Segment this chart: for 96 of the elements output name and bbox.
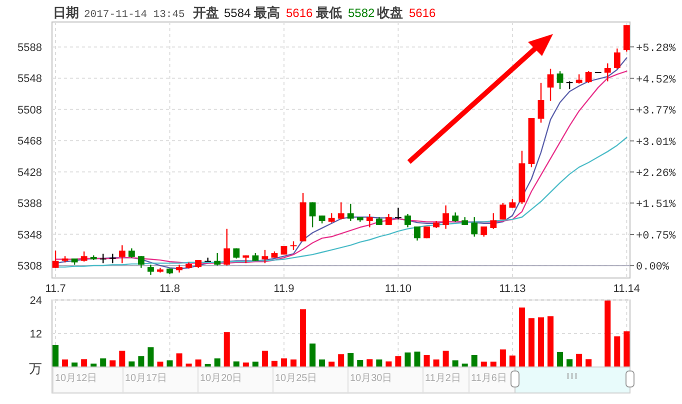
bar [300,309,306,367]
bar [252,362,258,367]
text: 最低 [315,5,342,20]
bar [366,359,373,367]
text: 11月6日 [471,373,507,384]
bar [586,359,592,367]
y-tick-label: 5468 [18,136,42,148]
bar [528,318,534,367]
bar [414,352,420,367]
bar [319,359,326,367]
bar [576,354,582,367]
y2-tick-label: +5.28% [636,42,676,55]
bar [614,336,620,367]
text: 最高 [253,5,280,20]
y-tick-label: 5588 [18,42,42,54]
text: 日期 [53,5,79,20]
bar [395,356,402,367]
bar [509,356,516,367]
bar [233,361,240,367]
y2-tick-label: +0.75% [636,230,676,243]
bar [214,358,220,367]
bar [386,361,392,367]
bar [280,358,287,367]
x-tick-label: 11.8 [159,283,180,295]
bar [433,359,440,367]
bar [471,354,478,367]
y2-tick-label: +1.51% [636,199,676,212]
text: 11月2日 [425,373,461,384]
bar [548,316,554,367]
bar [157,362,164,367]
text: 10月30日 [350,373,392,384]
x-tick-label: 11.13 [499,283,526,295]
text: 开盘 [192,5,219,20]
bar [442,350,449,367]
candlestick [80,250,88,262]
bar [81,359,88,367]
text: 10月20日 [200,373,242,384]
bar [195,359,202,367]
bar [290,359,296,367]
bar [566,359,573,367]
bar [119,350,126,367]
y-tick-label: 万 [29,361,42,376]
bar [148,347,154,367]
text: 5584 [224,6,252,20]
y2-tick-label: +4.52% [636,74,676,86]
text: 5582 [348,6,376,20]
y-tick-label: 5308 [18,260,42,273]
candlestick [424,226,430,239]
y-tick-label: 5548 [18,73,42,86]
y-tick-label: 5508 [18,104,42,116]
bar [176,353,182,367]
bar [128,361,135,367]
bar [100,358,106,367]
y2-tick-label: +2.26% [636,168,676,180]
candlestick [262,249,268,264]
bar [404,352,411,367]
y2-tick-label: +3.77% [636,105,676,118]
x-tick-label: 11.9 [274,283,294,295]
bar [480,362,487,367]
bar [424,354,430,367]
bar [62,359,68,367]
y-tick-label: 5428 [18,166,42,179]
bar [376,359,382,367]
bar [224,332,230,367]
bar [262,350,268,367]
bar [271,360,278,367]
bar [604,300,611,367]
x-tick-label: 11.10 [384,283,412,295]
bar [138,356,144,367]
x-tick-label: 11.7 [45,283,66,295]
text: 10月25日 [275,373,318,384]
bar [538,317,544,367]
bar [557,352,564,367]
y2-tick-label: 0.00% [636,262,670,274]
bar [52,344,59,367]
text: 10月17日 [125,373,168,384]
y-tick-label: 24 [30,295,42,307]
text: 5616 [286,6,314,20]
y-tick-label: 12 [30,328,42,340]
x-tick-label: 11.14 [613,283,640,295]
y-tick-label: 5388 [18,198,42,210]
text: 2017-11-14 13:45 [84,9,185,21]
bar [357,360,364,367]
bar [338,354,344,367]
bar [348,353,354,367]
bar [518,308,525,367]
text: 收盘 [377,5,403,20]
text: 10月12日 [55,373,98,384]
bar [500,349,506,367]
bar [490,362,496,367]
y2-tick-label: +3.01% [636,136,676,149]
bar [624,331,630,367]
text: 5616 [409,6,436,20]
bar [310,344,316,367]
y-tick-label: 5348 [18,229,42,242]
bar [328,362,335,367]
